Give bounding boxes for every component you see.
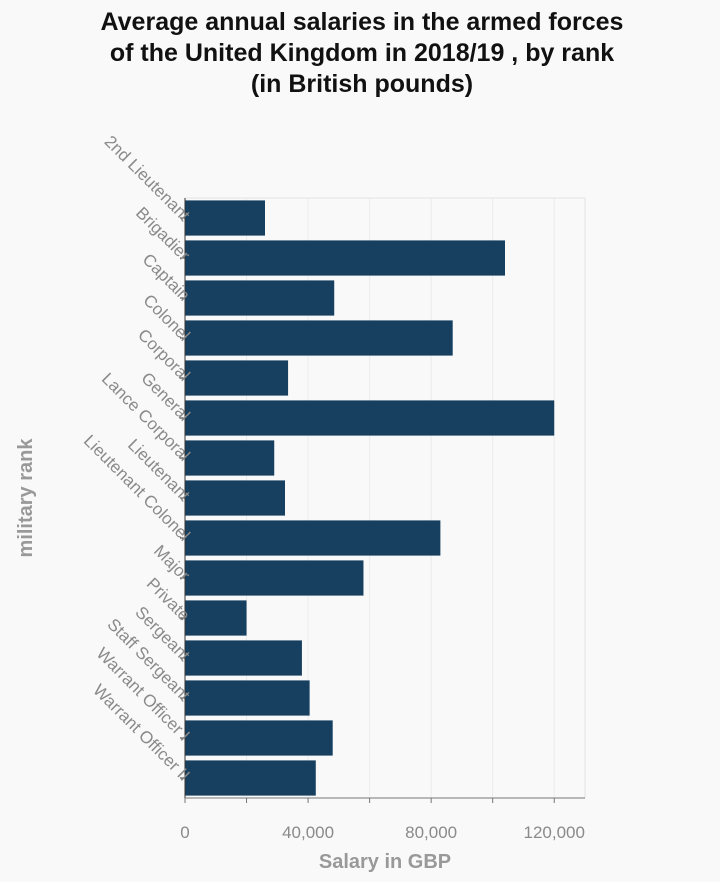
bar [185, 480, 285, 516]
bar [185, 200, 265, 236]
bar [185, 280, 335, 316]
x-tick-label: 40,000 [282, 823, 334, 842]
bar [185, 360, 289, 396]
x-tick-label: 120,000 [524, 823, 585, 842]
x-tick-label: 0 [180, 823, 189, 842]
bar [185, 720, 333, 756]
x-tick-labels: 0 40,000 80,000 120,000 [180, 823, 585, 842]
chart-title-line-1: Average annual salaries in the armed for… [101, 8, 624, 36]
bar [185, 640, 302, 676]
axes [180, 198, 585, 803]
bar [185, 440, 275, 476]
bar [185, 320, 453, 356]
y-axis-title: military rank [15, 438, 37, 558]
bar [185, 760, 316, 796]
x-axis-title: Salary in GBP [319, 851, 451, 873]
bar [185, 520, 441, 556]
chart-title-line-3: (in British pounds) [251, 70, 473, 98]
bar [185, 560, 364, 596]
bar [185, 600, 247, 636]
chart-title-line-2: of the United Kingdom in 2018/19 , by ra… [110, 39, 614, 67]
bar [185, 400, 555, 436]
bar [185, 240, 505, 276]
bar [185, 680, 310, 716]
category-labels: 2nd LieutenantBrigadierCaptainColonelCor… [80, 132, 194, 785]
bars [185, 200, 555, 796]
x-tick-label: 80,000 [405, 823, 457, 842]
